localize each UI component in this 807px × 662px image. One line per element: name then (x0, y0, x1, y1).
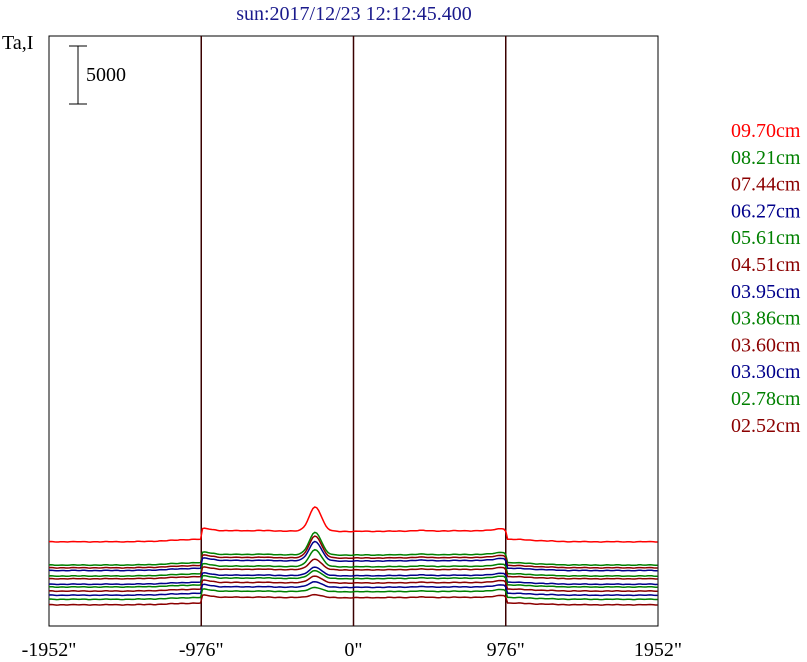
series-line-03.95cm (48, 566, 658, 586)
legend-entry-03.95cm: 03.95cm (731, 281, 801, 303)
legend-entry-02.78cm: 02.78cm (731, 388, 801, 410)
series-line-05.61cm (48, 548, 658, 578)
series-line-08.21cm (48, 531, 658, 567)
series-line-03.86cm (48, 569, 658, 589)
series-line-07.44cm (48, 535, 658, 569)
legend-entry-03.86cm: 03.86cm (731, 308, 801, 330)
scale-bar-label: 5000 (86, 64, 126, 86)
legend-entry-07.44cm: 07.44cm (731, 174, 801, 196)
x-tick-label-4: 1952" (634, 639, 682, 661)
legend-entry-05.61cm: 05.61cm (731, 227, 801, 249)
series-line-02.78cm (48, 586, 658, 601)
x-tick-label-2: 0" (344, 639, 362, 661)
series-line-03.30cm (48, 580, 658, 597)
legend-entry-03.60cm: 03.60cm (731, 334, 801, 356)
x-tick-label-1: -976" (179, 639, 224, 661)
legend-entry-03.30cm: 03.30cm (731, 361, 801, 383)
scale-bar: 5000 (69, 45, 126, 105)
series-line-09.70cm (48, 506, 658, 543)
series-line-03.60cm (48, 575, 658, 593)
chart-title: sun:2017/12/23 12:12:45.400 (236, 3, 472, 25)
legend-entry-08.21cm: 08.21cm (731, 147, 801, 169)
y-axis-label: Ta,I (2, 32, 33, 54)
legend-entry-04.51cm: 04.51cm (731, 254, 801, 276)
x-tick-label-0: -1952" (22, 639, 77, 661)
x-tick-label-3: 976" (487, 639, 525, 661)
series-line-02.52cm (48, 593, 658, 606)
series-line-06.27cm (48, 540, 658, 572)
legend-entry-02.52cm: 02.52cm (731, 415, 801, 437)
series-line-04.51cm (48, 558, 658, 580)
legend-entry-09.70cm: 09.70cm (731, 120, 801, 142)
legend-entry-06.27cm: 06.27cm (731, 200, 801, 222)
